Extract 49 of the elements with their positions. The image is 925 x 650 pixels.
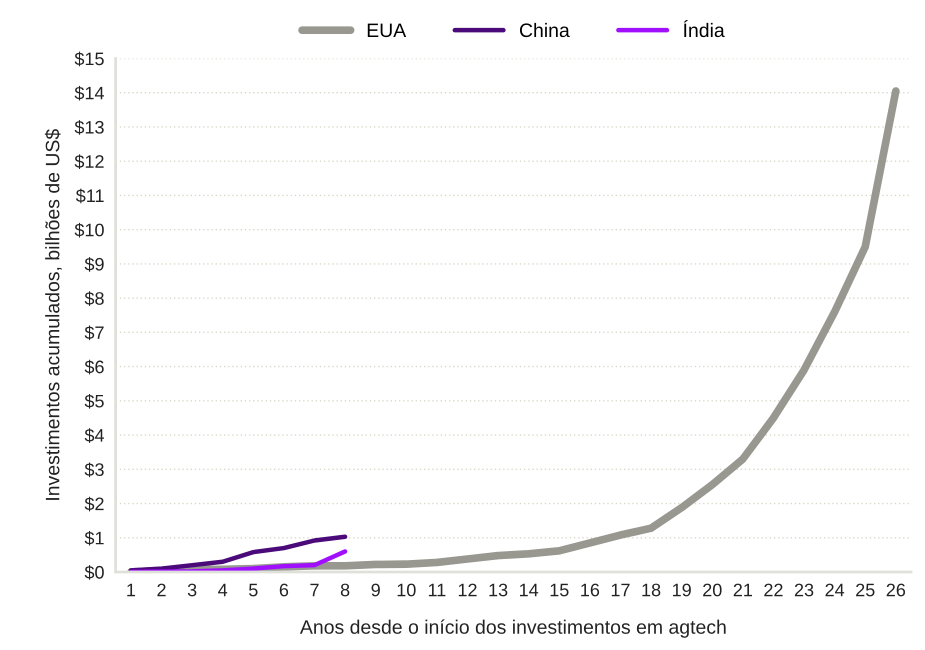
legend-label: China [520,22,570,38]
y-tick-label: $15 [74,52,104,66]
x-tick-label: 16 [581,584,600,596]
x-tick-label: 24 [826,584,844,596]
x-tick-label: 20 [703,584,722,596]
x-tick-label: 21 [734,584,752,596]
y-tick-label: $9 [84,257,104,272]
y-tick-label: $4 [84,428,104,443]
x-tick-label: 22 [764,584,783,596]
x-tick-label: 2 [157,584,166,596]
line-series [128,549,348,572]
x-tick-label: 9 [372,584,380,596]
y-tick-label: $14 [74,86,104,101]
x-tick-label: 12 [458,584,477,596]
x-tick-label: 23 [794,584,814,596]
y-tick-label: $7 [84,326,104,340]
y-tick-label: $11 [76,188,104,204]
x-tick-label: 13 [489,584,508,596]
y-tick-label: $8 [84,291,104,306]
y-tick-label: $12 [74,154,104,169]
x-tick-label: 1 [127,584,136,596]
x-tick-label: 14 [520,584,538,596]
line-series [128,534,348,572]
x-tick-label: 17 [612,584,630,596]
y-tick-label: $10 [74,222,104,238]
y-axis-title: Investimentos acumulados, bilhões de US$ [44,129,62,500]
legend-label: Índia [684,20,725,38]
x-tick-label: 8 [340,584,350,596]
y-tick-label: $6 [84,360,104,374]
y-tick-label: $5 [84,394,104,409]
x-tick-label: 25 [856,584,875,596]
x-tick-label: 6 [280,584,288,596]
x-tick-label: 10 [398,584,416,596]
x-tick-label: 5 [249,584,258,596]
y-tick-label: $3 [84,462,104,478]
x-tick-label: 11 [428,584,446,596]
y-tick-label: $1 [84,530,104,546]
legend-label: EUA [368,24,406,38]
x-tick-label: 18 [642,584,660,596]
x-tick-label: 15 [550,584,569,596]
x-tick-label: 4 [218,584,228,596]
y-tick-label: $2 [84,496,104,512]
x-tick-label: 19 [672,584,691,596]
x-tick-label: 7 [310,584,319,596]
x-tick-label: 3 [188,584,196,596]
x-tick-label: 26 [886,584,906,596]
y-tick-label: $0 [84,565,104,580]
y-tick-label: $13 [74,120,104,135]
x-axis-title: Anos desde o início dos investimentos em agtech [300,619,726,638]
